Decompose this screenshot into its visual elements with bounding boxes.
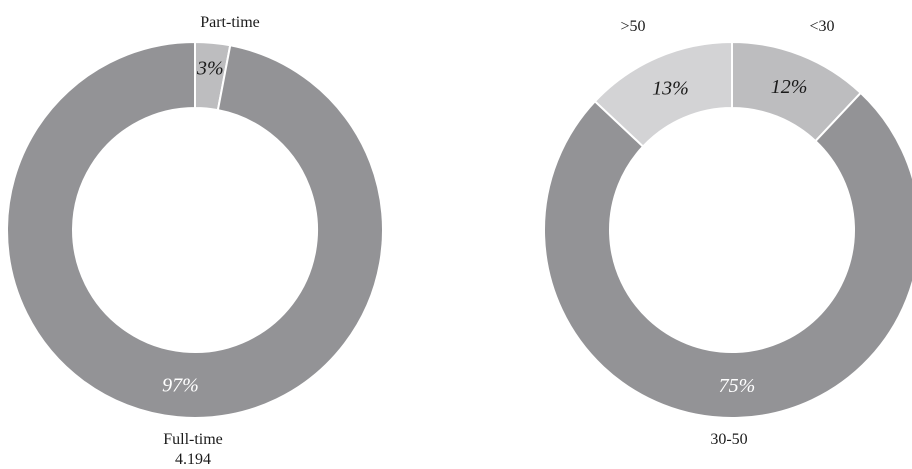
category-label-part-time: Part-time — [200, 14, 260, 31]
category-label-full-time: Full-time — [163, 431, 223, 448]
slice-over-50 — [593, 41, 733, 148]
full-time-count: 4.194 — [175, 451, 211, 468]
value-label-under-30: 12% — [771, 76, 808, 98]
donut-chart-age: 12% 75% 13% <30 >50 30-50 — [543, 18, 912, 448]
slice-full-time — [6, 41, 384, 419]
category-label-under-30: <30 — [809, 18, 834, 35]
value-label-full-time: 97% — [162, 374, 199, 396]
value-label-part-time: 3% — [196, 58, 224, 80]
category-label-over-50: >50 — [620, 18, 645, 35]
slice-30-50 — [543, 91, 912, 419]
donut-chart-employment: 3% 97% Part-time Full-time 4.194 — [6, 14, 384, 468]
value-label-over-50: 13% — [652, 78, 689, 100]
category-label-30-50: 30-50 — [710, 431, 747, 448]
value-label-30-50: 75% — [719, 375, 756, 397]
